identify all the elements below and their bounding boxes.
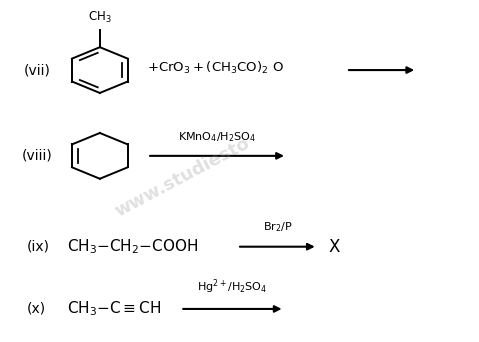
Text: (vii): (vii) — [24, 63, 51, 77]
Text: $\mathregular{+ CrO_3 + (CH_3CO)_2\ O}$: $\mathregular{+ CrO_3 + (CH_3CO)_2\ O}$ — [147, 60, 284, 76]
Text: $\mathregular{Br_2/P}$: $\mathregular{Br_2/P}$ — [262, 220, 292, 234]
Text: (viii): (viii) — [22, 149, 53, 163]
Text: www.studiesto: www.studiesto — [112, 134, 253, 221]
Text: $\mathregular{CH_3{-}CH_2{-}COOH}$: $\mathregular{CH_3{-}CH_2{-}COOH}$ — [67, 237, 198, 256]
Text: X: X — [329, 238, 340, 256]
Text: $\mathregular{Hg^{2+}/H_2SO_4}$: $\mathregular{Hg^{2+}/H_2SO_4}$ — [197, 278, 268, 296]
Text: (ix): (ix) — [26, 240, 49, 254]
Text: (x): (x) — [26, 302, 46, 316]
Text: $\mathregular{KMnO_4/H_2SO_4}$: $\mathregular{KMnO_4/H_2SO_4}$ — [178, 130, 256, 144]
Text: $\mathregular{CH_3}$: $\mathregular{CH_3}$ — [88, 10, 112, 25]
Text: $\mathregular{CH_3{-}C{\equiv}CH}$: $\mathregular{CH_3{-}C{\equiv}CH}$ — [67, 300, 161, 318]
